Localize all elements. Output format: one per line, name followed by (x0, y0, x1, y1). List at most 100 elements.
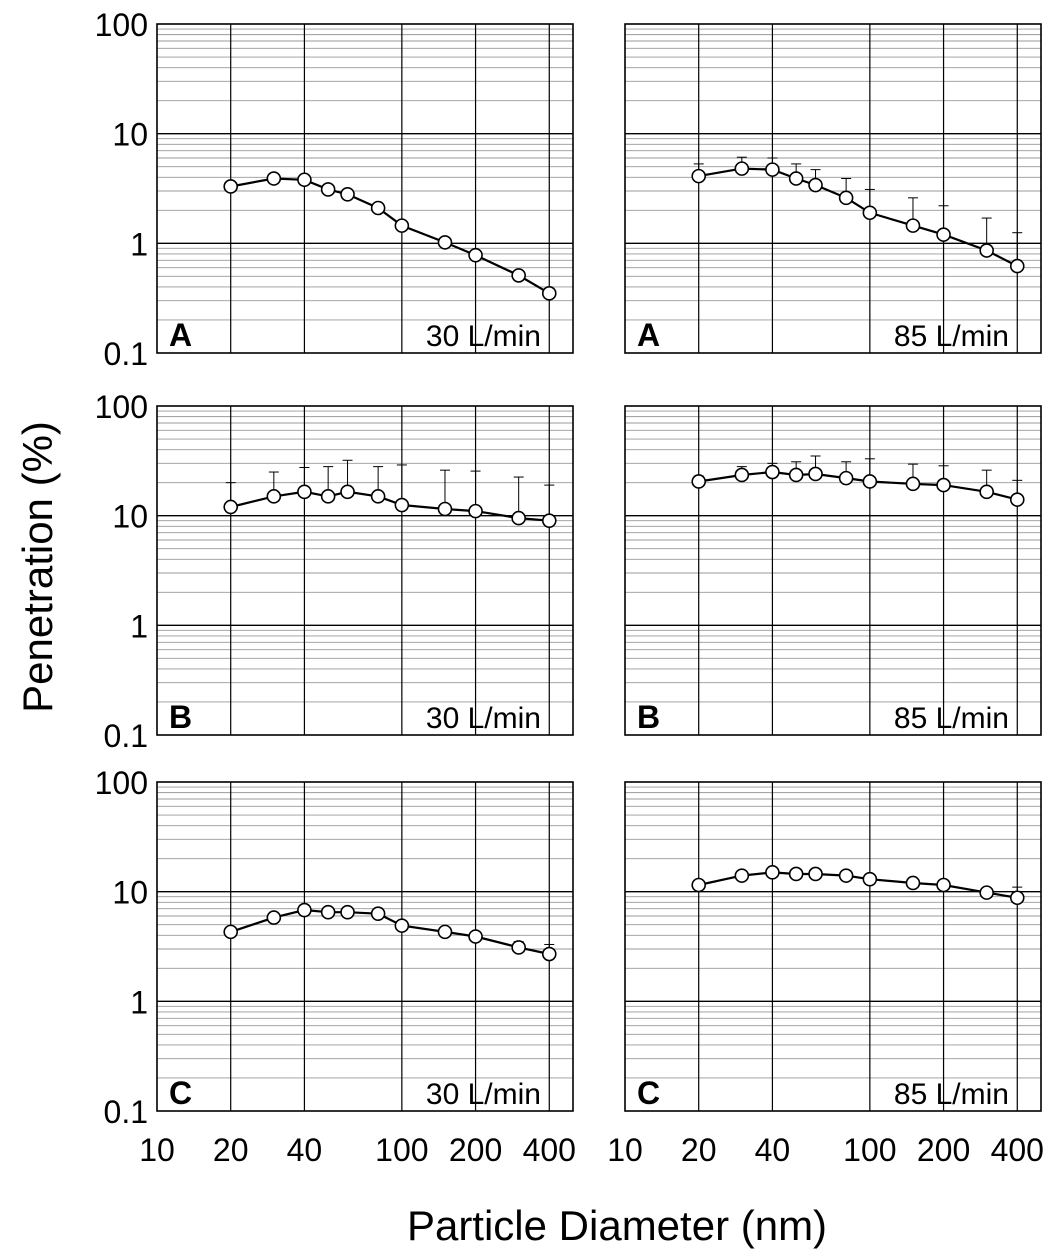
y-tick-label: 100 (95, 765, 148, 801)
data-point (765, 865, 780, 880)
panel-letter: A (169, 317, 192, 353)
chart-panel-1: A 85 L/min (624, 23, 1042, 354)
data-point (297, 902, 312, 918)
panel-letter: C (169, 1075, 192, 1111)
data-point (511, 510, 526, 526)
y-tick-label: 100 (95, 7, 148, 43)
plot-frame (156, 781, 574, 1112)
chart-panel-0: 0.1 1 10 100 A 30 L/min (95, 7, 574, 372)
data-point (691, 168, 707, 184)
x-tick-label: 20 (213, 1132, 249, 1168)
data-point (838, 470, 854, 486)
data-point (808, 466, 823, 482)
x-tick-label: 200 (449, 1132, 502, 1168)
y-tick-label: 100 (95, 389, 148, 425)
x-tick-label: 400 (523, 1132, 576, 1168)
flow-rate-label: 30 L/min (426, 1078, 541, 1111)
data-point (297, 172, 312, 188)
plot-frame (624, 405, 1042, 736)
flow-rate-label: 85 L/min (894, 320, 1009, 353)
data-point (320, 182, 336, 197)
data-point (734, 467, 750, 483)
data-point (511, 268, 526, 283)
data-point (788, 171, 804, 186)
data-point (511, 940, 526, 955)
data-point (1009, 890, 1025, 906)
data-point (370, 200, 386, 216)
chart-panel-3: B 85 L/min (624, 405, 1042, 736)
data-point (340, 186, 355, 202)
y-tick-label: 0.1 (104, 336, 148, 372)
series-line (698, 167, 1018, 268)
flow-rate-label: 30 L/min (426, 320, 541, 353)
data-point (765, 162, 780, 177)
data-point (223, 499, 239, 515)
panel-letter: B (637, 699, 660, 735)
y-tick-label: 1 (130, 984, 148, 1020)
data-point (788, 467, 804, 483)
data-point (541, 946, 557, 962)
data-point (266, 489, 282, 504)
panel-letter: B (169, 699, 192, 735)
data-point (266, 171, 282, 186)
data-point (468, 929, 483, 944)
data-point (979, 484, 994, 500)
data-point (936, 227, 951, 242)
data-point (734, 868, 750, 883)
y-tick-label: 10 (112, 499, 148, 535)
x-tick-label: 200 (917, 1132, 970, 1168)
data-point (468, 247, 483, 263)
x-tick-label: 10 (139, 1132, 175, 1168)
data-point (808, 866, 823, 882)
data-point (223, 924, 239, 940)
data-point (370, 489, 386, 504)
y-tick-label: 10 (112, 117, 148, 153)
data-point (223, 179, 239, 194)
y-axis-label: Penetration (%) (14, 421, 61, 713)
plot-frame (156, 23, 574, 354)
data-point (541, 286, 557, 301)
x-tick-label: 40 (287, 1132, 323, 1168)
data-point (862, 871, 878, 887)
data-point (788, 866, 804, 882)
x-tick-label: 20 (681, 1132, 717, 1168)
data-point (905, 875, 921, 891)
x-tick-label: 100 (843, 1132, 896, 1168)
x-axis-label: Particle Diameter (nm) (407, 1202, 827, 1249)
y-tick-label: 0.1 (104, 718, 148, 754)
data-point (691, 474, 707, 489)
data-point (905, 476, 921, 492)
chart-panel-2: 0.1 1 10 100 B 30 L/min (95, 389, 574, 754)
data-point (936, 877, 951, 893)
panels-group: 0.1 1 10 100 A 30 L/min A 85 L/min 0.1 1 10 100 B 30 … (95, 7, 1044, 1168)
y-tick-label: 1 (130, 226, 148, 262)
x-tick-label: 40 (755, 1132, 791, 1168)
data-point (905, 218, 921, 233)
data-point (808, 177, 823, 193)
data-point (394, 218, 410, 233)
data-point (437, 235, 453, 250)
panel-letter: A (637, 317, 660, 353)
data-point (1009, 258, 1025, 274)
data-point (979, 243, 994, 258)
panel-letter: C (637, 1075, 660, 1111)
x-tick-label: 10 (607, 1132, 643, 1168)
data-point (979, 885, 994, 900)
chart-panel-5: 10 20 40 100 200 400 C 85 L/min (607, 781, 1044, 1168)
data-point (297, 484, 312, 500)
data-point (765, 464, 780, 480)
plot-frame (156, 405, 574, 736)
y-tick-label: 1 (130, 608, 148, 644)
data-point (936, 477, 951, 493)
data-point (1009, 492, 1025, 507)
data-point (340, 904, 355, 920)
y-tick-label: 10 (112, 875, 148, 911)
data-point (838, 190, 854, 206)
x-tick-label: 400 (991, 1132, 1044, 1168)
data-point (862, 474, 878, 489)
data-point (691, 877, 707, 893)
data-point (541, 513, 557, 528)
data-point (370, 906, 386, 921)
data-point (394, 918, 410, 933)
